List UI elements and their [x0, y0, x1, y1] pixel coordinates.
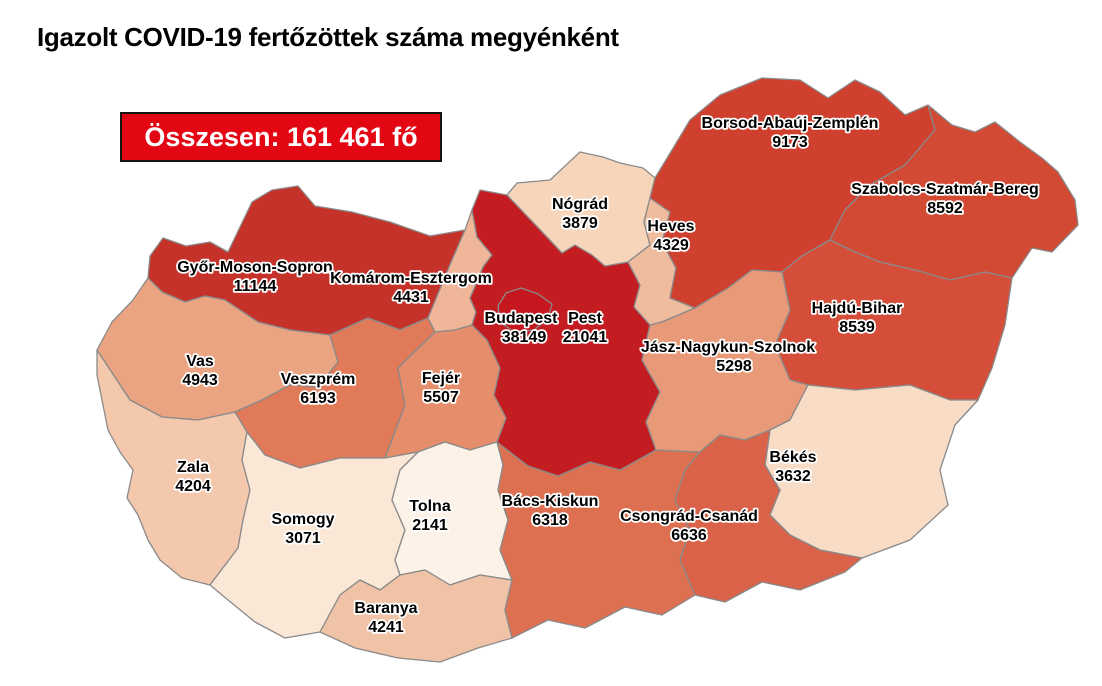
label-veszprem-value: 6193 [300, 390, 336, 407]
label-jasz-nagykun-szolnok-value: 5298 [716, 358, 752, 375]
label-pest-value: 21041 [563, 329, 608, 346]
label-borsod-abauj-zemplen-name: Borsod-Abaúj-Zemplén [702, 115, 879, 132]
county-baranya [319, 569, 513, 663]
label-heves-value: 4329 [653, 237, 689, 254]
label-heves-name: Heves [647, 218, 694, 235]
label-szabolcs-szatmar-bereg-value: 8592 [927, 200, 963, 217]
total-cases-badge: Összesen: 161 461 fő [120, 112, 442, 162]
label-hajdu-bihar-value: 8539 [839, 319, 875, 336]
label-bekes-name: Békés [769, 449, 816, 466]
label-komarom-esztergom-name: Komárom-Esztergom [330, 270, 492, 287]
label-komarom-esztergom-value: 4431 [393, 289, 429, 306]
label-budapest-name: Budapest [485, 310, 559, 327]
label-bacs-kiskun-name: Bács-Kiskun [502, 493, 599, 510]
label-vas-value: 4943 [182, 372, 218, 389]
label-baranya-value: 4241 [368, 619, 404, 636]
label-zala-value: 4204 [175, 478, 211, 495]
label-baranya-name: Baranya [354, 600, 417, 617]
county-bacs-kiskun [496, 441, 701, 639]
label-somogy-name: Somogy [271, 511, 334, 528]
label-fejer-value: 5507 [423, 389, 459, 406]
label-tolna-value: 2141 [412, 517, 448, 534]
county-budapest [497, 287, 553, 333]
total-cases-text: Összesen: 161 461 fő [144, 121, 418, 152]
label-vas-name: Vas [186, 353, 214, 370]
label-veszprem-name: Veszprém [281, 371, 356, 388]
label-fejer-name: Fejér [422, 370, 460, 387]
label-csongrad-csanad-value: 6636 [671, 527, 707, 544]
label-pest-name: Pest [568, 310, 602, 327]
label-gyor-moson-sopron-value: 11144 [234, 278, 277, 295]
label-szabolcs-szatmar-bereg-name: Szabolcs-Szatmár-Bereg [851, 181, 1039, 198]
label-zala-name: Zala [177, 459, 209, 476]
county-zala [96, 349, 251, 586]
label-nograd-name: Nógrád [552, 196, 608, 213]
label-somogy-value: 3071 [285, 530, 321, 547]
page-title: Igazolt COVID-19 fertőzöttek száma megyé… [37, 22, 619, 52]
label-bacs-kiskun-value: 6318 [532, 512, 568, 529]
label-nograd-value: 3879 [562, 215, 598, 232]
label-borsod-abauj-zemplen-value: 9173 [772, 134, 808, 151]
label-bekes-value: 3632 [775, 468, 811, 485]
label-budapest-value: 38149 [502, 329, 547, 346]
county-csongrad-csanad [674, 429, 863, 603]
label-hajdu-bihar-name: Hajdú-Bihar [812, 300, 903, 317]
label-tolna-name: Tolna [409, 498, 451, 515]
label-csongrad-csanad-name: Csongrád-Csanád [620, 508, 758, 525]
label-gyor-moson-sopron-name: Győr-Moson-Sopron [177, 259, 333, 276]
label-jasz-nagykun-szolnok-name: Jász-Nagykun-Szolnok [641, 339, 815, 356]
